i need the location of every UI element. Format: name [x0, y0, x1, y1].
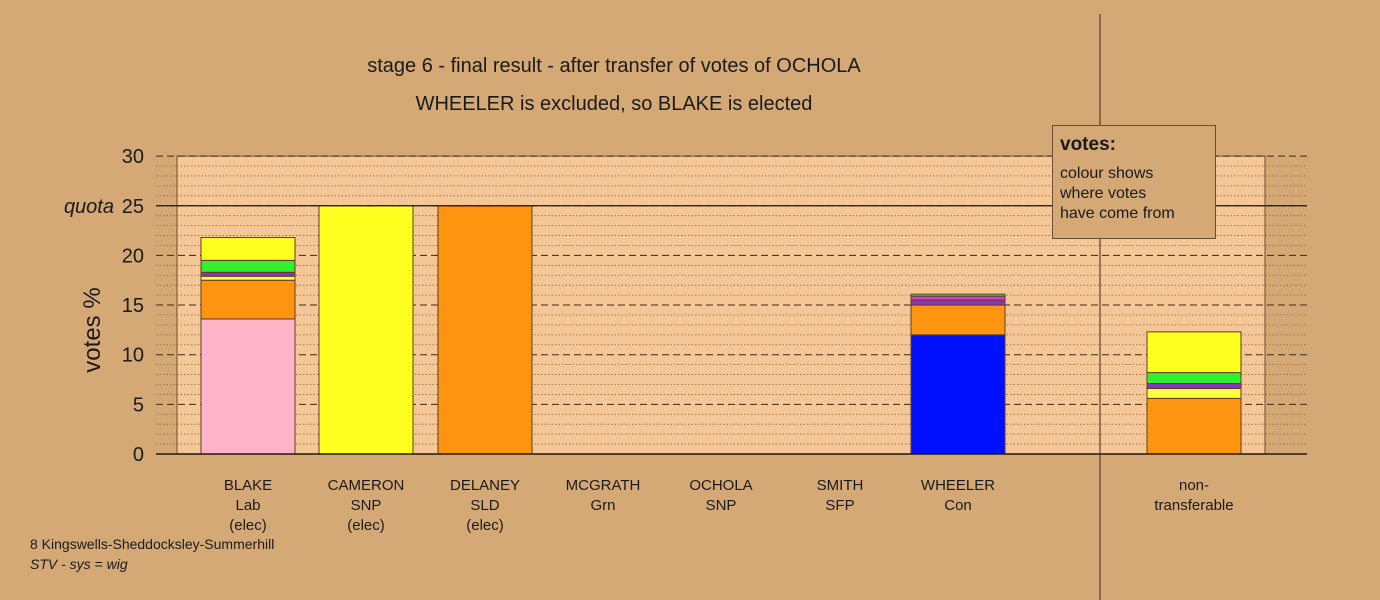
category-label: Grn: [590, 497, 615, 514]
bar-segment: [1146, 331, 1242, 374]
bar-segment: [200, 275, 296, 281]
bar-segment: [910, 295, 1006, 301]
category-label: non-: [1179, 477, 1209, 494]
bar-segment: [200, 279, 296, 320]
bar-segment: [437, 205, 533, 455]
category-label: SLD: [470, 497, 499, 514]
bar-segment: [1146, 387, 1242, 399]
y-tick-label: 10: [122, 345, 144, 367]
category-label: (elec): [466, 517, 504, 534]
bar-segment: [200, 318, 296, 455]
y-tick-label: 15: [122, 295, 144, 317]
bar-segment: [910, 293, 1006, 297]
category-label: DELANEY: [450, 477, 520, 494]
category-label: BLAKE: [224, 477, 272, 494]
bar-segment: [200, 271, 296, 277]
bar-segment: [910, 334, 1006, 455]
legend-line: where votes: [1060, 185, 1147, 202]
category-label: CAMERON: [328, 477, 405, 494]
bar-segment: [1146, 372, 1242, 384]
chart-title: stage 6 - final result - after transfer …: [367, 55, 861, 77]
quota-label: quota: [64, 196, 114, 218]
category-label: Con: [944, 497, 972, 514]
y-tick-label: 20: [122, 245, 144, 267]
legend-line: colour shows: [1060, 165, 1154, 182]
bar-segment: [200, 237, 296, 261]
category-label: (elec): [347, 517, 385, 534]
bar-segment: [200, 259, 296, 273]
category-label: SMITH: [817, 477, 864, 494]
category-label: SNP: [351, 497, 382, 514]
category-label: WHEELER: [921, 477, 995, 494]
y-tick-label: 30: [122, 146, 144, 168]
legend-title: votes:: [1060, 134, 1116, 155]
category-label: Lab: [235, 497, 260, 514]
bar-segment: [910, 304, 1006, 336]
y-tick-label: 25: [122, 196, 144, 218]
category-label: transferable: [1154, 497, 1233, 514]
legend: votes: colour shows where votes have com…: [1052, 125, 1216, 239]
legend-line: have come from: [1060, 205, 1175, 222]
bars-layer: [200, 205, 1242, 455]
bar-segment: [1146, 397, 1242, 455]
footer-system: STV - sys = wig: [30, 556, 128, 572]
category-label: SNP: [706, 497, 737, 514]
y-tick-label: 0: [133, 444, 144, 466]
category-label: (elec): [229, 517, 267, 534]
category-label: SFP: [825, 497, 854, 514]
chart-subtitle: WHEELER is excluded, so BLAKE is elected: [416, 93, 813, 115]
bar-segment: [318, 205, 414, 455]
y-tick-label: 5: [133, 394, 144, 416]
bar-segment: [910, 299, 1006, 306]
bar-segment: [1146, 382, 1242, 389]
category-label: OCHOLA: [689, 477, 752, 494]
footer-ward-name: 8 Kingswells-Sheddocksley-Summerhill: [30, 536, 275, 552]
labels-layer: 0 5 10 15 20 25 30 quota BLAKE Lab (elec) CAMERON SN…: [64, 146, 1234, 534]
category-label: MCGRATH: [566, 477, 641, 494]
y-axis-label: votes %: [79, 287, 106, 372]
